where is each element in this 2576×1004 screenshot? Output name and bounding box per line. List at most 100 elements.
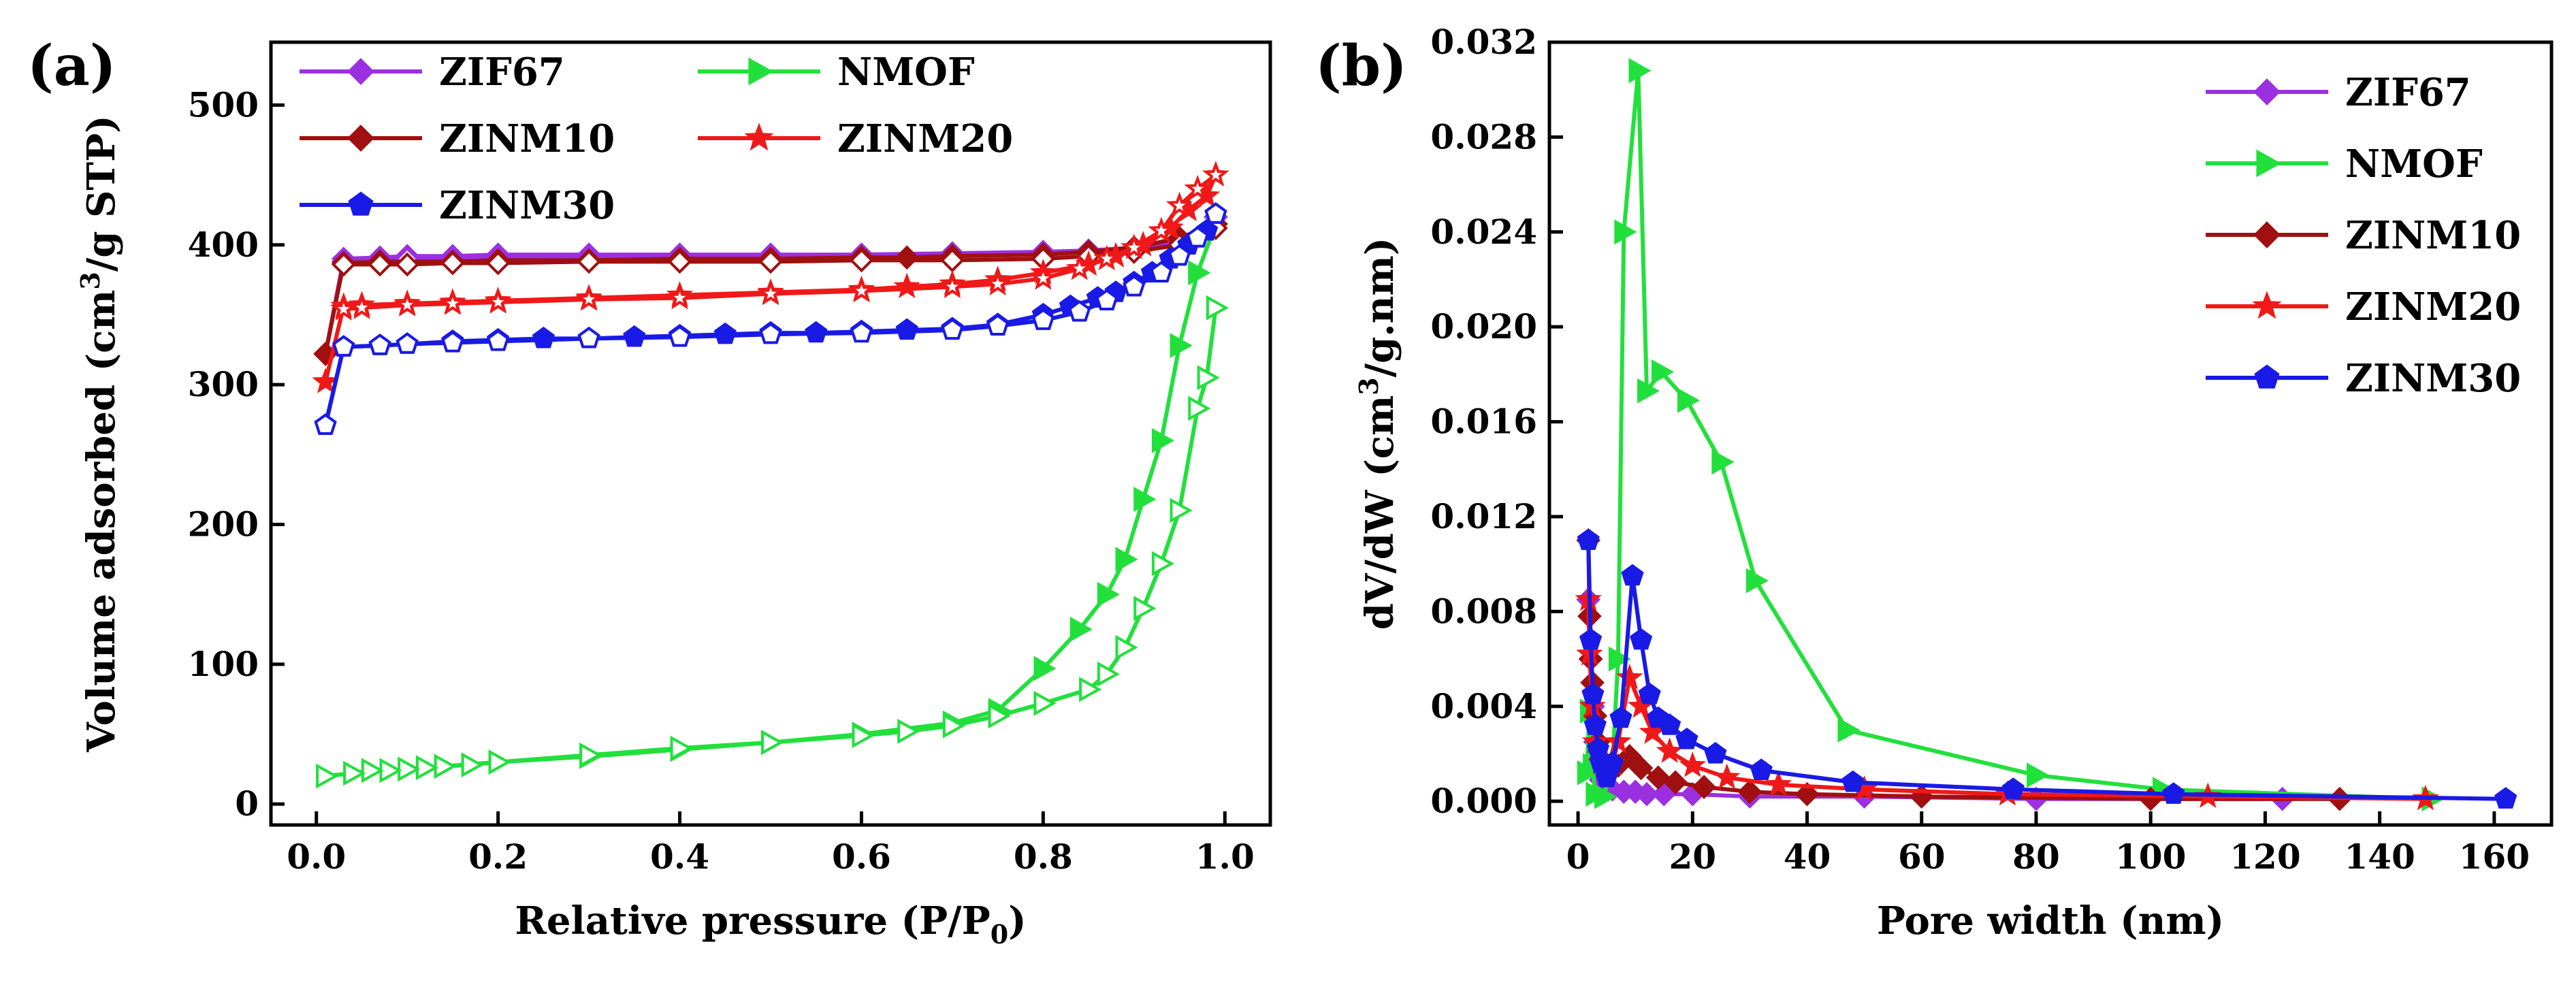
series-line-distribution bbox=[1586, 540, 2506, 801]
data-point-desorption bbox=[1029, 264, 1057, 290]
legend-swatch-marker bbox=[347, 125, 374, 152]
y-tick-label: 0.008 bbox=[1430, 591, 1537, 631]
legend: ZIF67 NMOF ZINM10 ZINM20 ZINM30 bbox=[2206, 70, 2521, 401]
x-axis-title-sub: 0 bbox=[991, 919, 1008, 950]
data-point-distribution bbox=[1745, 568, 1769, 594]
legend-swatch-marker bbox=[348, 191, 374, 216]
y-tick-label: 200 bbox=[188, 504, 259, 544]
data-point-distribution bbox=[1637, 378, 1660, 404]
y-tick-label: 0 bbox=[235, 783, 259, 824]
data-point-desorption bbox=[348, 293, 376, 319]
legend-label: NMOF bbox=[2345, 142, 2483, 187]
data-point-desorption bbox=[1170, 498, 1193, 523]
data-point-desorption bbox=[1123, 274, 1146, 297]
data-point-desorption bbox=[484, 288, 512, 314]
data-point-desorption bbox=[577, 326, 600, 349]
data-point-desorption bbox=[485, 250, 511, 276]
legend-swatch-marker bbox=[2252, 291, 2282, 319]
x-axis-title-end: ) bbox=[1008, 898, 1027, 943]
data-point-adsorption bbox=[1069, 617, 1093, 642]
data-point-desorption bbox=[759, 322, 782, 344]
data-point-desorption bbox=[331, 252, 356, 277]
data-point-distribution bbox=[1614, 219, 1637, 245]
x-tick-label: 0.6 bbox=[832, 837, 891, 877]
data-point-distribution bbox=[1638, 682, 1661, 705]
data-point-distribution bbox=[1677, 387, 1701, 413]
data-point-adsorption bbox=[1188, 260, 1211, 286]
data-point-distribution bbox=[1609, 706, 1632, 728]
series-line-distribution bbox=[1586, 540, 2340, 801]
data-point-desorption bbox=[486, 329, 510, 351]
data-point-distribution bbox=[1583, 713, 1607, 735]
data-point-distribution bbox=[1713, 763, 1741, 790]
panel-label-a: (a) bbox=[27, 33, 116, 99]
data-point-distribution bbox=[1581, 682, 1605, 705]
data-point-desorption bbox=[1033, 690, 1057, 716]
data-point-desorption bbox=[395, 252, 420, 277]
data-point-distribution bbox=[2027, 762, 2050, 788]
data-point-desorption bbox=[1204, 202, 1227, 224]
legend-label: ZINM30 bbox=[2345, 356, 2521, 401]
legend-swatch-marker bbox=[2253, 78, 2281, 106]
data-point-desorption bbox=[396, 332, 419, 354]
data-point-desorption bbox=[332, 335, 355, 357]
data-point-distribution bbox=[1737, 779, 1762, 805]
data-point-distribution bbox=[1579, 628, 1603, 650]
y-tick-label: 0.028 bbox=[1430, 116, 1537, 157]
legend-swatch-marker bbox=[2253, 221, 2281, 248]
legend-label: ZINM20 bbox=[2345, 285, 2521, 329]
data-point-desorption bbox=[316, 763, 339, 789]
data-point-distribution bbox=[2001, 777, 2025, 799]
data-point-distribution bbox=[2494, 787, 2517, 809]
data-point-desorption bbox=[666, 284, 694, 310]
data-point-adsorption bbox=[1115, 547, 1138, 572]
data-point-desorption bbox=[1184, 174, 1211, 201]
x-tick-label: 0.2 bbox=[468, 837, 528, 877]
data-point-desorption bbox=[1068, 299, 1091, 322]
y-tick-label: 0.024 bbox=[1430, 212, 1537, 252]
data-point-desorption bbox=[1095, 289, 1118, 311]
data-point-distribution bbox=[1679, 751, 1707, 777]
data-point-distribution bbox=[1675, 728, 1698, 749]
legend: ZIF67 NMOF ZINM10 ZINM20 ZINM30 bbox=[300, 50, 1013, 228]
data-point-desorption bbox=[1168, 244, 1191, 266]
x-tick-label: 80 bbox=[2012, 837, 2060, 877]
legend-label: NMOF bbox=[837, 50, 975, 95]
legend-label: ZINM20 bbox=[837, 116, 1013, 161]
data-point-adsorption bbox=[1033, 655, 1057, 681]
data-point-desorption bbox=[850, 321, 873, 343]
data-point-adsorption bbox=[1097, 581, 1120, 607]
data-point-desorption bbox=[1031, 308, 1055, 330]
data-point-desorption bbox=[668, 325, 692, 347]
legend-label: ZIF67 bbox=[2345, 70, 2471, 115]
y-tick-label: 0.004 bbox=[1430, 686, 1537, 726]
data-point-desorption bbox=[439, 289, 466, 315]
data-point-distribution bbox=[1841, 770, 1865, 792]
data-point-desorption bbox=[441, 331, 464, 353]
data-point-desorption bbox=[897, 719, 920, 744]
y-tick-label: 0.016 bbox=[1430, 402, 1537, 442]
data-point-adsorption bbox=[713, 322, 737, 344]
data-point-distribution bbox=[1600, 751, 1624, 773]
y-tick-label: 300 bbox=[188, 364, 259, 404]
x-tick-label: 0.0 bbox=[287, 837, 346, 877]
data-point-desorption bbox=[368, 252, 392, 277]
data-point-desorption bbox=[393, 291, 421, 317]
data-point-desorption bbox=[1115, 634, 1138, 660]
data-point-desorption bbox=[988, 703, 1011, 729]
panel-label-b: (b) bbox=[1315, 33, 1407, 99]
data-point-distribution bbox=[1663, 770, 1688, 795]
y-tick-label: 0.000 bbox=[1430, 781, 1537, 821]
data-point-adsorption bbox=[312, 368, 339, 393]
y-axis-title-sup: 3 bbox=[75, 272, 106, 289]
data-point-desorption bbox=[1151, 551, 1175, 577]
y-axis-title: Volume adsorbed (cm3/g STP) bbox=[75, 115, 124, 752]
data-point-adsorption bbox=[1151, 427, 1175, 453]
legend-swatch-marker bbox=[748, 57, 774, 86]
data-point-desorption bbox=[670, 735, 693, 761]
y-axis-title: dV/dW (cm3/g.nm) bbox=[1353, 238, 1402, 630]
data-point-desorption bbox=[986, 314, 1010, 336]
data-point-desorption bbox=[1121, 233, 1148, 259]
data-point-adsorption bbox=[1170, 333, 1193, 358]
panel-a: 0.0 0.2 0.4 0.6 0.8 1.0 0 100 200 300 400 500 Relati… bbox=[75, 40, 1272, 950]
